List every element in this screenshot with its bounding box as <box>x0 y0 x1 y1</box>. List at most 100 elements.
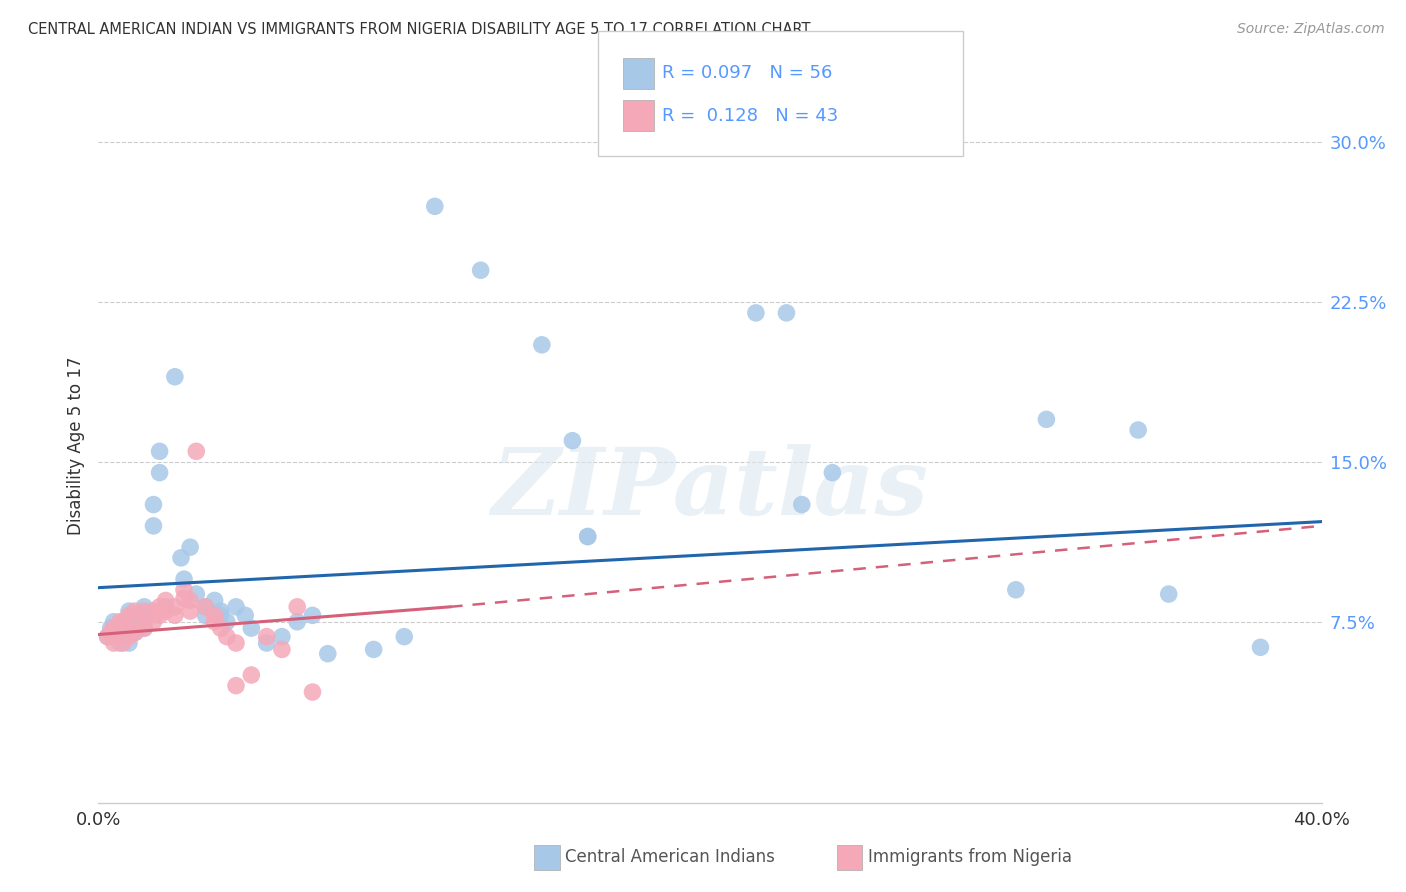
Point <box>134 599 156 614</box>
Y-axis label: Disability Age 5 to 17: Disability Age 5 to 17 <box>66 357 84 535</box>
Point <box>186 587 208 601</box>
Point <box>530 338 553 352</box>
Point <box>118 636 141 650</box>
Point <box>392 630 416 644</box>
Point <box>225 599 247 614</box>
Point <box>163 369 186 384</box>
Point <box>745 306 768 320</box>
Point <box>142 498 165 512</box>
Point <box>240 621 263 635</box>
Point <box>134 621 156 635</box>
Point <box>118 608 141 623</box>
Point <box>170 550 193 565</box>
Point <box>155 604 177 618</box>
Point <box>142 615 165 629</box>
Point <box>204 593 226 607</box>
Point <box>204 608 226 623</box>
Point <box>111 615 134 629</box>
Point <box>155 593 177 607</box>
Point <box>186 444 208 458</box>
Point <box>108 636 131 650</box>
Point <box>118 615 141 629</box>
Text: Immigrants from Nigeria: Immigrants from Nigeria <box>868 848 1071 866</box>
Point <box>173 582 195 597</box>
Text: CENTRAL AMERICAN INDIAN VS IMMIGRANTS FROM NIGERIA DISABILITY AGE 5 TO 17 CORREL: CENTRAL AMERICAN INDIAN VS IMMIGRANTS FR… <box>28 22 811 37</box>
Point <box>149 608 172 623</box>
Text: Source: ZipAtlas.com: Source: ZipAtlas.com <box>1237 22 1385 37</box>
Point <box>209 608 232 623</box>
Point <box>173 591 195 606</box>
Point <box>1128 423 1150 437</box>
Text: ZIPatlas: ZIPatlas <box>492 444 928 533</box>
Point <box>105 630 128 644</box>
Point <box>163 599 186 614</box>
Point <box>194 599 217 614</box>
Point <box>209 604 232 618</box>
Point <box>301 608 323 623</box>
Point <box>423 199 446 213</box>
Point <box>215 615 238 629</box>
Point <box>111 621 134 635</box>
Point <box>103 621 125 635</box>
Point <box>118 604 141 618</box>
Point <box>775 306 797 320</box>
Point <box>576 529 599 543</box>
Point <box>225 679 247 693</box>
Point <box>270 630 292 644</box>
Point <box>155 599 177 614</box>
Point <box>240 668 263 682</box>
Point <box>561 434 583 448</box>
Point <box>179 540 201 554</box>
Point <box>118 621 141 635</box>
Point <box>256 630 278 644</box>
Point <box>470 263 492 277</box>
Point <box>103 636 125 650</box>
Text: R =  0.128   N = 43: R = 0.128 N = 43 <box>662 107 838 125</box>
Point <box>270 642 292 657</box>
Point <box>209 621 232 635</box>
Point <box>316 647 339 661</box>
Text: R = 0.097   N = 56: R = 0.097 N = 56 <box>662 64 832 82</box>
Point <box>1004 582 1026 597</box>
Point <box>124 625 146 640</box>
Point <box>149 444 172 458</box>
Point <box>127 616 149 631</box>
Point <box>111 636 134 650</box>
Point <box>149 599 172 614</box>
Point <box>301 685 323 699</box>
Point <box>124 604 146 618</box>
Point <box>576 529 599 543</box>
Point <box>100 625 122 640</box>
Point <box>173 572 195 586</box>
Point <box>100 621 122 635</box>
Point <box>134 615 156 629</box>
Point <box>103 615 125 629</box>
Point <box>142 604 165 618</box>
Point <box>163 608 186 623</box>
Point <box>204 615 226 629</box>
Point <box>179 593 201 607</box>
Point <box>108 615 131 629</box>
Point <box>111 625 134 640</box>
Point <box>194 608 217 623</box>
Point <box>97 630 120 644</box>
Point <box>124 625 146 640</box>
Point <box>105 625 128 640</box>
Point <box>1157 587 1180 601</box>
Point <box>134 608 156 623</box>
Point <box>233 608 256 623</box>
Point <box>285 599 308 614</box>
Point <box>142 519 165 533</box>
Point <box>285 615 308 629</box>
Point <box>149 466 172 480</box>
Point <box>111 630 134 644</box>
Point <box>97 630 120 644</box>
Point <box>790 498 813 512</box>
Point <box>1249 640 1271 655</box>
Point <box>363 642 385 657</box>
Point <box>108 625 131 640</box>
Text: Central American Indians: Central American Indians <box>565 848 775 866</box>
Point <box>215 630 238 644</box>
Point <box>118 630 141 644</box>
Point <box>194 599 217 614</box>
